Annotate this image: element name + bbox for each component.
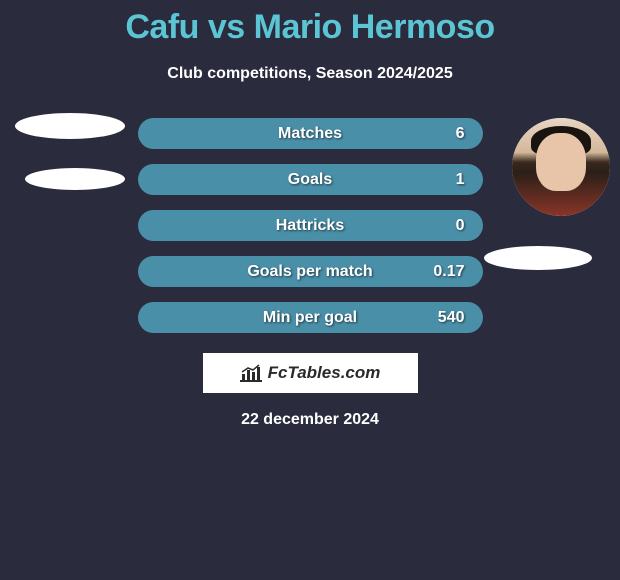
player-left-ellipse-1 xyxy=(15,113,125,139)
stat-label: Goals per match xyxy=(247,263,372,281)
stat-value-right: 0 xyxy=(456,217,465,235)
stat-label: Matches xyxy=(278,125,342,143)
stat-value-right: 6 xyxy=(456,125,465,143)
player-right-avatar xyxy=(512,118,610,216)
chart-icon xyxy=(240,364,262,382)
stat-bar-goals-per-match: Goals per match 0.17 xyxy=(138,256,483,287)
player-right-ellipse xyxy=(484,246,592,270)
branding-badge: FcTables.com xyxy=(203,353,418,393)
comparison-title: Cafu vs Mario Hermoso xyxy=(0,0,620,47)
stat-value-right: 540 xyxy=(438,309,465,327)
stat-bar-matches: Matches 6 xyxy=(138,118,483,149)
stat-bar-hattricks: Hattricks 0 xyxy=(138,210,483,241)
stat-label: Goals xyxy=(288,171,332,189)
player-right-container xyxy=(512,118,610,216)
stat-label: Hattricks xyxy=(276,217,344,235)
stat-bar-goals: Goals 1 xyxy=(138,164,483,195)
stat-label: Min per goal xyxy=(263,309,357,327)
avatar-photo-placeholder xyxy=(512,118,610,216)
branding-text: FcTables.com xyxy=(268,363,381,383)
main-content: Matches 6 Goals 1 Hattricks 0 Goals per … xyxy=(0,118,620,429)
stat-value-right: 0.17 xyxy=(433,263,464,281)
stat-bar-min-per-goal: Min per goal 540 xyxy=(138,302,483,333)
date-text: 22 december 2024 xyxy=(10,411,610,429)
player-left-ellipse-2 xyxy=(25,168,125,190)
stat-value-right: 1 xyxy=(456,171,465,189)
stats-container: Matches 6 Goals 1 Hattricks 0 Goals per … xyxy=(138,118,483,333)
comparison-subtitle: Club competitions, Season 2024/2025 xyxy=(0,65,620,83)
